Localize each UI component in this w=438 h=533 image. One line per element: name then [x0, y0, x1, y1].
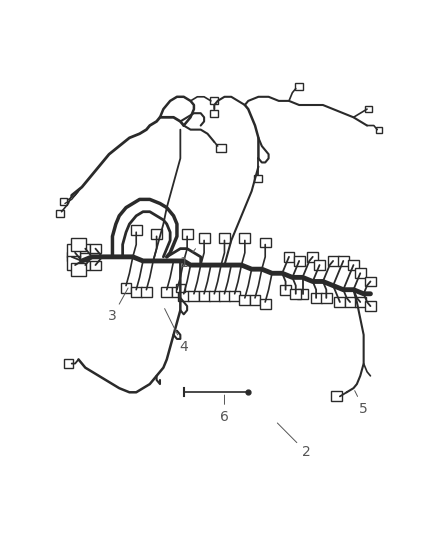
FancyBboxPatch shape — [219, 233, 230, 243]
FancyBboxPatch shape — [295, 83, 303, 90]
FancyBboxPatch shape — [311, 293, 321, 303]
FancyBboxPatch shape — [219, 291, 230, 301]
FancyBboxPatch shape — [120, 282, 131, 293]
FancyBboxPatch shape — [290, 289, 301, 298]
FancyBboxPatch shape — [131, 225, 141, 235]
FancyBboxPatch shape — [90, 244, 101, 253]
FancyBboxPatch shape — [250, 295, 261, 305]
FancyBboxPatch shape — [229, 291, 240, 301]
FancyBboxPatch shape — [314, 260, 325, 270]
FancyBboxPatch shape — [375, 126, 382, 133]
FancyBboxPatch shape — [199, 291, 209, 301]
FancyBboxPatch shape — [67, 256, 80, 270]
FancyBboxPatch shape — [280, 285, 291, 295]
Text: 2: 2 — [277, 423, 310, 459]
FancyBboxPatch shape — [176, 284, 185, 292]
FancyBboxPatch shape — [345, 297, 356, 307]
FancyBboxPatch shape — [260, 238, 271, 247]
FancyBboxPatch shape — [365, 277, 376, 286]
FancyBboxPatch shape — [321, 293, 332, 303]
FancyBboxPatch shape — [60, 198, 67, 205]
FancyBboxPatch shape — [335, 297, 345, 307]
FancyBboxPatch shape — [70, 248, 80, 257]
FancyBboxPatch shape — [328, 256, 339, 266]
FancyBboxPatch shape — [188, 291, 199, 301]
FancyBboxPatch shape — [365, 106, 372, 112]
FancyBboxPatch shape — [151, 229, 162, 239]
FancyBboxPatch shape — [210, 98, 219, 104]
FancyBboxPatch shape — [131, 287, 141, 297]
FancyBboxPatch shape — [348, 260, 359, 270]
FancyBboxPatch shape — [216, 144, 226, 152]
FancyBboxPatch shape — [240, 233, 250, 243]
FancyBboxPatch shape — [172, 287, 182, 297]
FancyBboxPatch shape — [307, 252, 318, 262]
FancyBboxPatch shape — [297, 289, 308, 298]
FancyBboxPatch shape — [67, 252, 77, 261]
FancyBboxPatch shape — [80, 261, 90, 270]
Text: 1: 1 — [179, 249, 195, 270]
FancyBboxPatch shape — [283, 252, 294, 262]
Text: 6: 6 — [220, 395, 229, 424]
FancyBboxPatch shape — [355, 297, 366, 307]
FancyBboxPatch shape — [80, 244, 90, 253]
Text: 3: 3 — [108, 288, 128, 324]
FancyBboxPatch shape — [355, 268, 366, 278]
FancyBboxPatch shape — [178, 291, 189, 301]
FancyBboxPatch shape — [64, 359, 73, 368]
FancyBboxPatch shape — [71, 263, 86, 276]
FancyBboxPatch shape — [182, 229, 193, 239]
Text: 5: 5 — [355, 391, 368, 416]
FancyBboxPatch shape — [56, 210, 64, 217]
FancyBboxPatch shape — [331, 391, 342, 401]
FancyBboxPatch shape — [209, 291, 220, 301]
FancyBboxPatch shape — [294, 256, 304, 266]
FancyBboxPatch shape — [338, 256, 349, 266]
FancyBboxPatch shape — [71, 238, 86, 251]
FancyBboxPatch shape — [260, 299, 271, 309]
FancyBboxPatch shape — [240, 295, 250, 305]
Text: 4: 4 — [165, 309, 188, 354]
FancyBboxPatch shape — [67, 244, 80, 257]
FancyBboxPatch shape — [161, 287, 172, 297]
FancyBboxPatch shape — [141, 287, 152, 297]
FancyBboxPatch shape — [210, 109, 219, 117]
FancyBboxPatch shape — [199, 233, 209, 243]
FancyBboxPatch shape — [254, 175, 262, 182]
FancyBboxPatch shape — [70, 261, 80, 270]
FancyBboxPatch shape — [90, 261, 101, 270]
FancyBboxPatch shape — [365, 301, 376, 311]
